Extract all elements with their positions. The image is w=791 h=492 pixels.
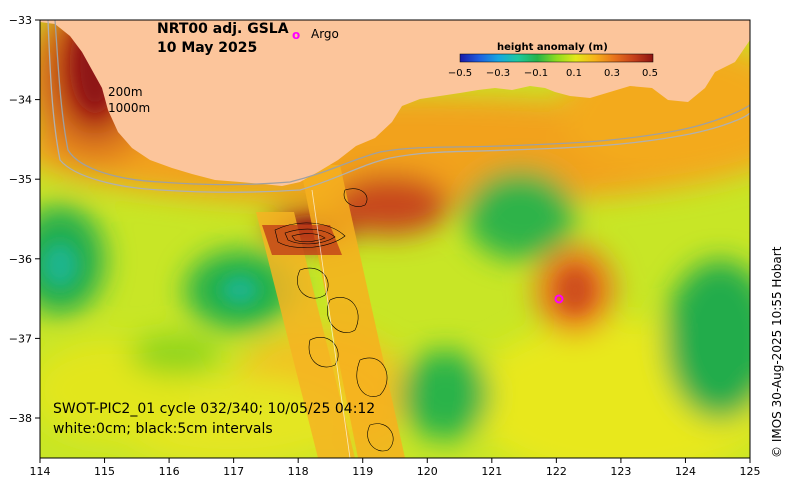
title-line-1: NRT00 adj. GSLA — [157, 21, 289, 37]
x-tick-label: 118 — [288, 465, 309, 478]
x-tick-label: 115 — [94, 465, 115, 478]
isobath-1000m — [47, 20, 750, 193]
isobath-200m — [54, 20, 750, 186]
colorbar-tick-label: 0.1 — [566, 68, 582, 79]
x-tick-label: 117 — [223, 465, 244, 478]
colorbar-title: height anomaly (m) — [497, 42, 608, 53]
colorbar: height anomaly (m) −0.5 −0.3 −0.1 0.1 0.3 0.5 — [448, 42, 658, 79]
x-axis: 114 115 116 117 118 119 120 121 122 123 124 125 — [30, 458, 761, 478]
y-tick-label: −38 — [9, 412, 32, 425]
x-tick-label: 123 — [610, 465, 631, 478]
x-tick-label: 122 — [546, 465, 567, 478]
y-tick-label: −34 — [9, 94, 32, 107]
x-tick-label: 121 — [481, 465, 502, 478]
y-axis: −33 −34 −35 −36 −37 −38 — [9, 14, 40, 425]
plot-frame — [39, 19, 751, 459]
x-tick-label: 119 — [352, 465, 373, 478]
colorbar-tick-label: −0.3 — [486, 68, 510, 79]
x-tick-label: 114 — [30, 465, 51, 478]
caption-line-1: SWOT-PIC2_01 cycle 032/340; 10/05/25 04:… — [53, 401, 375, 417]
title-line-2: 10 May 2025 — [157, 40, 257, 56]
argo-legend-marker: o — [292, 28, 300, 42]
y-tick-label: −36 — [9, 253, 32, 266]
swot-swath — [256, 165, 405, 458]
colorbar-tick-label: 0.3 — [604, 68, 620, 79]
argo-legend-label: Argo — [311, 27, 339, 41]
colorbar-tick-label: −0.5 — [448, 68, 472, 79]
anomaly-field — [40, 20, 750, 458]
colorbar-gradient — [459, 53, 654, 63]
colorbar-tick-label: 0.5 — [642, 68, 658, 79]
credit-text: © IMOS 30-Aug-2025 10:55 Hobart — [770, 246, 784, 458]
colorbar-tick-label: −0.1 — [524, 68, 548, 79]
y-tick-label: −37 — [9, 332, 32, 345]
y-tick-label: −33 — [9, 14, 32, 27]
caption-line-2: white:0cm; black:5cm intervals — [53, 421, 273, 437]
isobath-label-200m: 200m — [108, 85, 143, 99]
argo-float-marker — [554, 294, 564, 304]
x-tick-label: 124 — [675, 465, 696, 478]
isobath-label-1000m: 1000m — [108, 101, 150, 115]
y-tick-label: −35 — [9, 173, 32, 186]
x-tick-label: 120 — [417, 465, 438, 478]
x-tick-label: 125 — [740, 465, 761, 478]
x-tick-label: 116 — [159, 465, 180, 478]
